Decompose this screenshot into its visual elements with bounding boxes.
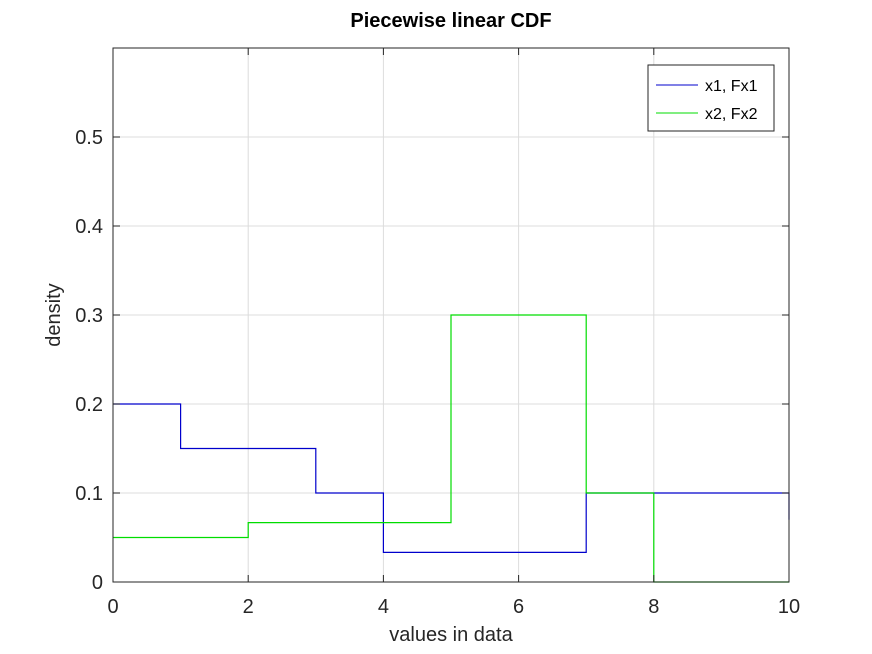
x-axis-label: values in data bbox=[389, 624, 513, 646]
x-tick-label: 4 bbox=[378, 596, 389, 618]
y-tick-label: 0 bbox=[92, 572, 103, 594]
y-tick-label: 0.2 bbox=[75, 394, 103, 416]
tick-labels: 0 2 4 6 8 10 0 0.1 0.2 0.3 0.4 0.5 bbox=[75, 127, 800, 618]
x-tick-label: 10 bbox=[778, 596, 800, 618]
chart-title: Piecewise linear CDF bbox=[350, 10, 551, 32]
series-group bbox=[113, 314, 790, 583]
x-tick-label: 0 bbox=[107, 596, 118, 618]
legend-label-x1: x1, Fx1 bbox=[705, 78, 758, 95]
y-tick-label: 0.5 bbox=[75, 127, 103, 149]
series-line-2 bbox=[113, 314, 789, 583]
ticks bbox=[112, 48, 790, 583]
x-tick-label: 2 bbox=[243, 596, 254, 618]
y-tick-label: 0.3 bbox=[75, 305, 103, 327]
y-axis-label: density bbox=[43, 283, 65, 346]
y-tick-label: 0.1 bbox=[75, 483, 103, 505]
legend-box bbox=[647, 64, 775, 132]
y-tick-label: 0.4 bbox=[75, 216, 103, 238]
x-tick-label: 6 bbox=[513, 596, 524, 618]
legend-label-x2: x2, Fx2 bbox=[705, 106, 758, 123]
x-tick-label: 8 bbox=[648, 596, 659, 618]
legend: x1, Fx1 x2, Fx2 bbox=[647, 64, 775, 132]
